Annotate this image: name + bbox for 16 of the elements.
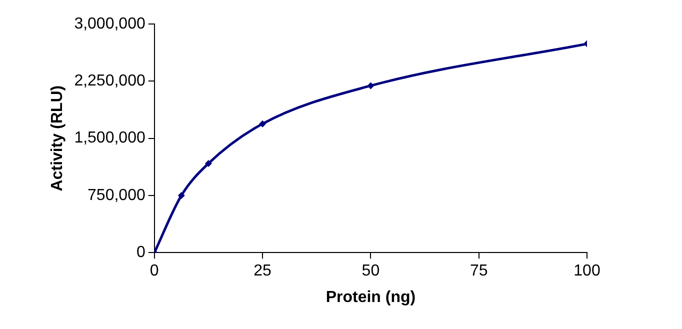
point <box>259 120 266 128</box>
y-tick-label: 750,000 <box>88 186 146 204</box>
x-tick-label: 25 <box>254 262 272 280</box>
x-tick-label: 0 <box>150 262 159 280</box>
x-tick-label: 100 <box>574 262 600 280</box>
x-tick-label: 75 <box>470 262 488 280</box>
point <box>367 82 374 90</box>
x-axis-title: Protein (ng) <box>326 288 416 306</box>
point <box>178 192 185 199</box>
y-axis-title: Activity (RLU) <box>49 85 66 192</box>
y-tick-label: 1,500,000 <box>74 130 146 147</box>
y-tick-label: 2,250,000 <box>74 72 146 90</box>
y-tick-label: 0 <box>136 244 146 262</box>
point <box>204 160 212 167</box>
y-tick-label: 3,000,000 <box>74 15 146 32</box>
x-tick-label: 50 <box>362 262 380 280</box>
